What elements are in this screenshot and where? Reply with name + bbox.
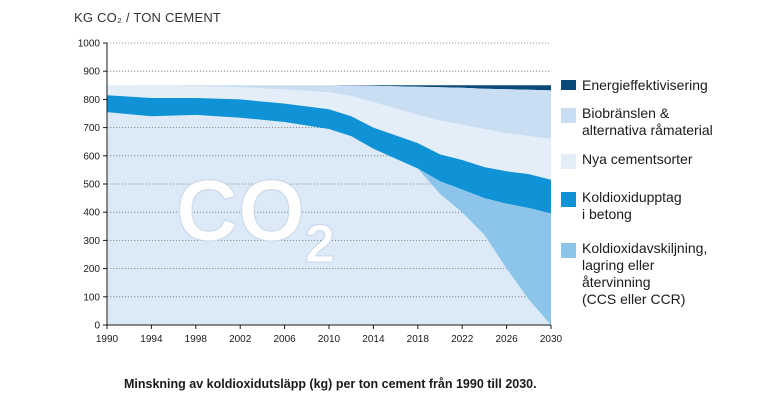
legend-label-2: Biobränslen & alternativa råmaterial (582, 105, 713, 138)
legend-label-4-line-2: i betong (582, 206, 632, 222)
y-tick-label-200: 200 (83, 264, 100, 275)
y-tick-label-0: 0 (94, 321, 100, 332)
x-tick-label-2022: 2022 (451, 334, 474, 345)
legend-swatch-1 (561, 80, 576, 90)
legend-label-1: Energieffektivisering (582, 77, 708, 93)
y-tick-label-300: 300 (83, 236, 100, 247)
legend-swatch-2 (561, 108, 576, 123)
y-tick-label-700: 700 (83, 123, 100, 134)
x-tick-label-2006: 2006 (273, 334, 296, 345)
legend-label-5-line-2: lagring eller (582, 257, 655, 273)
x-tick-label-1990: 1990 (96, 334, 119, 345)
remaining-emissions-area (107, 112, 551, 325)
x-tick-label-1994: 1994 (140, 334, 163, 345)
y-tick-label-900: 900 (83, 67, 100, 78)
y-axis-label: KG CO₂ / TON CEMENT (74, 10, 221, 25)
x-tick-label-2002: 2002 (229, 334, 252, 345)
legend-label-4: Koldioxidupptag i betong (582, 189, 682, 222)
legend-label-5-line-4: (CCS eller CCR) (582, 291, 685, 307)
legend-label-5-line-3: återvinning (582, 274, 651, 290)
band-energieffektivisering (107, 85, 551, 91)
legend-label-5: Koldioxidavskiljning, lagring eller återvi… (582, 240, 707, 307)
chart-caption: Minskning av koldioxidutsläpp (kg) per t… (124, 377, 537, 391)
legend: Energieffektivisering Biobränslen & altern… (561, 77, 713, 307)
legend-swatch-3 (561, 154, 576, 169)
x-tick-label-2010: 2010 (318, 334, 341, 345)
legend-label-2-line-2: alternativa råmaterial (582, 122, 713, 138)
legend-swatch-4 (561, 192, 576, 207)
x-tick-label-2026: 2026 (495, 334, 518, 345)
y-tick-label-1000: 1000 (78, 39, 101, 50)
y-tick-label-100: 100 (83, 292, 100, 303)
legend-swatch-5 (561, 243, 576, 258)
x-tick-label-2018: 2018 (407, 334, 430, 345)
band-nya-cementsorter (107, 85, 551, 180)
band-koldioxidupptag (107, 95, 551, 214)
legend-label-4-line-1: Koldioxidupptag (582, 189, 682, 205)
y-tick-label-400: 400 (83, 208, 100, 219)
co2-watermark-subscript: 2 (305, 214, 335, 274)
y-tick-label-800: 800 (83, 95, 100, 106)
legend-label-2-line-1: Biobränslen & (582, 105, 670, 121)
legend-label-5-line-1: Koldioxidavskiljning, (582, 240, 707, 256)
legend-label-1-line-1: Energieffektivisering (582, 77, 708, 93)
band-biobranslen (107, 85, 551, 139)
y-tick-label-600: 600 (83, 151, 100, 162)
x-tick-label-2030: 2030 (540, 334, 563, 345)
legend-label-3: Nya cementsorter (582, 151, 693, 167)
x-tick-label-2014: 2014 (362, 334, 385, 345)
legend-label-3-line-1: Nya cementsorter (582, 151, 693, 167)
y-tick-label-500: 500 (83, 180, 100, 191)
x-tick-label-1998: 1998 (185, 334, 208, 345)
